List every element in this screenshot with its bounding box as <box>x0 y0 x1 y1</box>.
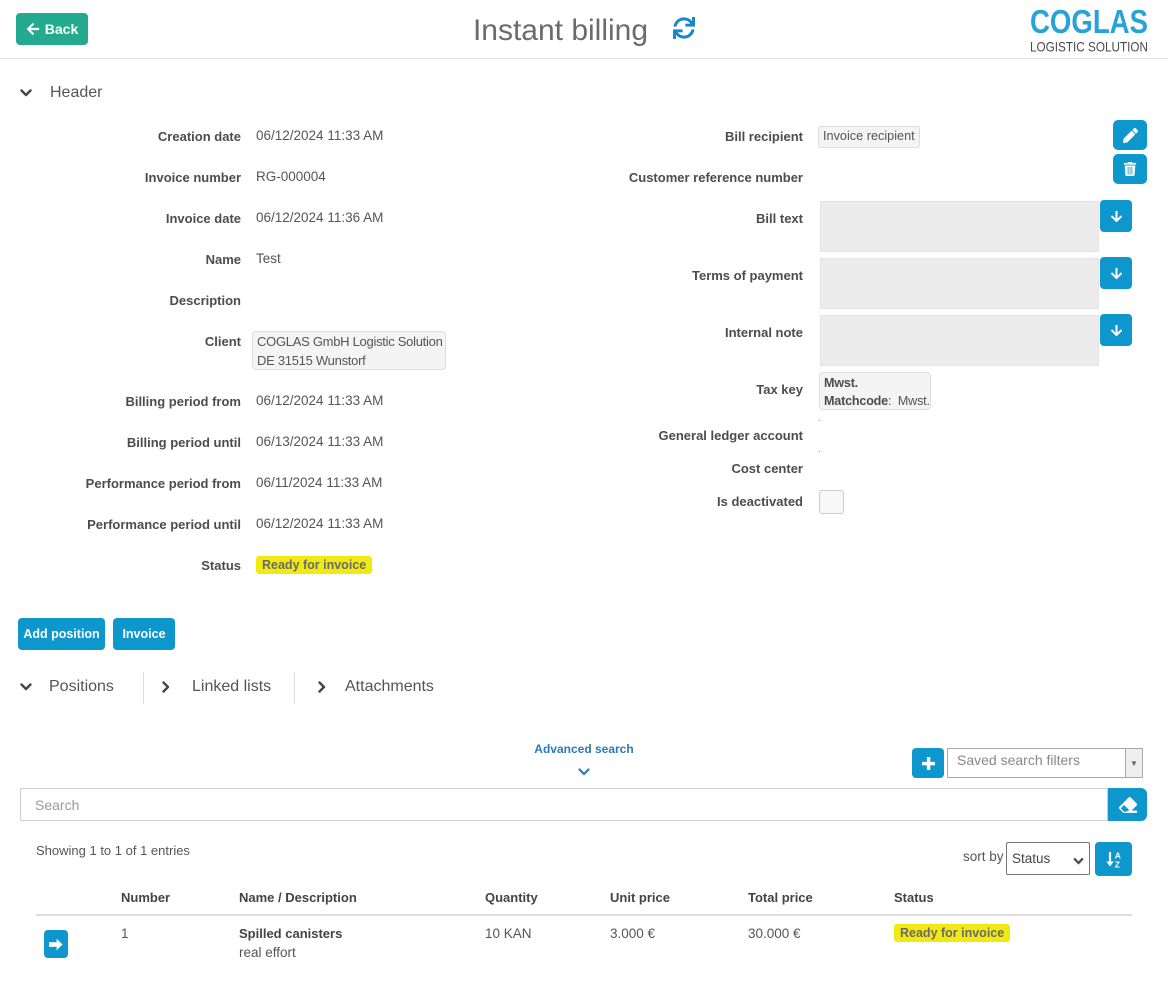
svg-text:Z: Z <box>1115 859 1120 868</box>
svg-text:A: A <box>1115 851 1121 861</box>
svg-text:COGLAS: COGLAS <box>1030 6 1148 40</box>
svg-text:LOGISTIC SOLUTION: LOGISTIC SOLUTION <box>1030 39 1148 55</box>
